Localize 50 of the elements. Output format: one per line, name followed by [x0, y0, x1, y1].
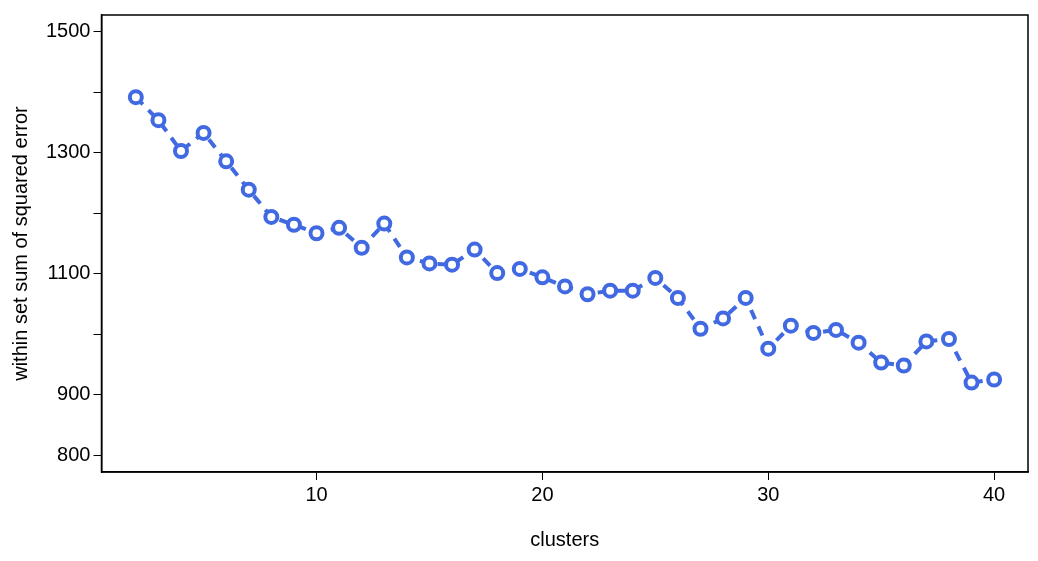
point: [511, 260, 528, 277]
point: [308, 225, 325, 242]
x-axis-title: clusters: [530, 527, 600, 550]
x-tick-label: 30: [757, 482, 780, 505]
point: [918, 333, 935, 350]
y-axis-title: within set sum of squared error: [8, 105, 31, 382]
y-tick-label: 1500: [45, 19, 91, 42]
point: [895, 357, 912, 374]
point: [850, 334, 867, 351]
point: [489, 265, 506, 282]
point: [285, 216, 302, 233]
point: [173, 143, 189, 160]
x-tick-label: 40: [982, 482, 1006, 505]
point: [331, 219, 348, 236]
point: [963, 374, 980, 391]
y-tick-label: 800: [57, 442, 91, 465]
point: [556, 278, 573, 295]
point: [240, 181, 257, 198]
point: [828, 321, 845, 338]
y-tick-label: 900: [57, 382, 91, 405]
x-tick-label: 10: [305, 482, 328, 505]
point: [692, 320, 709, 337]
point: [602, 282, 619, 299]
x-tick-label: 20: [531, 482, 554, 505]
y-tick-label: 1100: [47, 261, 91, 284]
point: [760, 340, 777, 357]
point: [986, 371, 1003, 388]
point: [421, 255, 438, 272]
point: [466, 241, 483, 258]
point: [805, 324, 822, 341]
point: [873, 354, 890, 371]
point: [263, 208, 280, 225]
point: [398, 249, 415, 266]
y-tick-label: 1300: [45, 140, 91, 163]
point: [737, 289, 754, 306]
point: [218, 153, 235, 170]
point: [782, 317, 799, 334]
point: [376, 215, 393, 232]
point: [624, 282, 641, 299]
point: [534, 269, 551, 286]
point: [353, 239, 370, 256]
point: [444, 256, 461, 273]
point: [127, 89, 144, 106]
point: [195, 124, 212, 141]
point: [940, 331, 957, 348]
point: [669, 289, 686, 306]
point: [647, 269, 664, 286]
point: [579, 286, 596, 303]
point: [715, 310, 732, 327]
point: [150, 112, 167, 129]
